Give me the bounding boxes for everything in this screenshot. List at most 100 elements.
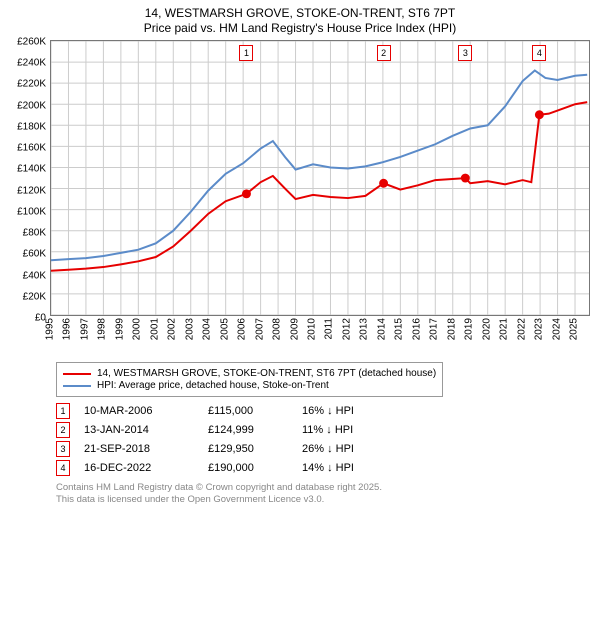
y-tick-label: £140K [17,164,46,175]
sale-marker-3 [462,175,469,182]
x-tick-label: 2025 [569,318,580,340]
x-tick-label: 1997 [79,318,90,340]
sale-date: 13-JAN-2014 [84,424,194,436]
x-tick-label: 2007 [254,318,265,340]
x-tick-label: 2010 [307,318,318,340]
y-tick-label: £240K [17,58,46,69]
x-tick-label: 2008 [272,318,283,340]
sale-idx-box: 1 [56,403,70,419]
sale-idx-box: 4 [56,460,70,476]
series-hpi [51,70,587,260]
sale-price: £190,000 [208,462,288,474]
x-tick-label: 1996 [62,318,73,340]
arrow-down-icon: ↓ [327,443,333,455]
sale-marker-box-3: 3 [458,45,472,61]
sale-price: £129,950 [208,443,288,455]
y-tick-label: £80K [23,228,46,239]
sales-row: 4 16-DEC-2022 £190,000 14% ↓ HPI [56,460,580,476]
chart: £0£20K£40K£60K£80K£100K£120K£140K£160K£1… [10,40,590,360]
x-tick-label: 1999 [114,318,125,340]
x-tick-label: 2000 [132,318,143,340]
x-tick-label: 2011 [324,318,335,340]
x-tick-label: 2016 [411,318,422,340]
sale-price: £124,999 [208,424,288,436]
attribution-footer: Contains HM Land Registry data © Crown c… [56,482,580,507]
y-tick-label: £40K [23,270,46,281]
legend-item-hpi: HPI: Average price, detached house, Stok… [63,380,436,391]
arrow-down-icon: ↓ [326,424,332,436]
sale-marker-4 [536,111,543,118]
plot-area: 1 2 3 4 [50,40,590,316]
arrow-down-icon: ↓ [327,405,333,417]
sale-markers-group [243,111,543,197]
title-line-2: Price paid vs. HM Land Registry's House … [10,21,590,36]
legend: 14, WESTMARSH GROVE, STOKE-ON-TRENT, ST6… [56,362,443,397]
legend-item-property: 14, WESTMARSH GROVE, STOKE-ON-TRENT, ST6… [63,368,436,379]
sale-marker-box-2: 2 [377,45,391,61]
sale-marker-box-1: 1 [239,45,253,61]
x-tick-label: 2024 [551,318,562,340]
x-tick-label: 2023 [534,318,545,340]
x-tick-label: 2005 [219,318,230,340]
sale-marker-box-4: 4 [532,45,546,61]
x-tick-label: 2017 [429,318,440,340]
y-tick-label: £220K [17,79,46,90]
x-tick-label: 2003 [184,318,195,340]
legend-label-property: 14, WESTMARSH GROVE, STOKE-ON-TRENT, ST6… [97,368,436,379]
sale-idx-box: 2 [56,422,70,438]
x-tick-label: 2012 [341,318,352,340]
x-tick-label: 2013 [359,318,370,340]
sale-diff: 11% ↓ HPI [302,424,382,436]
sales-row: 1 10-MAR-2006 £115,000 16% ↓ HPI [56,403,580,419]
arrow-down-icon: ↓ [327,462,333,474]
x-tick-label: 2020 [481,318,492,340]
y-tick-label: £20K [23,291,46,302]
x-tick-label: 2006 [237,318,248,340]
x-tick-label: 2014 [376,318,387,340]
sale-price: £115,000 [208,405,288,417]
series-property [51,102,587,271]
y-tick-label: £180K [17,121,46,132]
x-tick-label: 2004 [202,318,213,340]
x-tick-label: 2019 [464,318,475,340]
x-tick-label: 2002 [167,318,178,340]
sale-marker-1 [243,190,250,197]
sales-row: 2 13-JAN-2014 £124,999 11% ↓ HPI [56,422,580,438]
sale-diff: 26% ↓ HPI [302,443,382,455]
x-tick-label: 2018 [446,318,457,340]
sale-diff: 14% ↓ HPI [302,462,382,474]
x-tick-label: 2001 [149,318,160,340]
sale-date: 21-SEP-2018 [84,443,194,455]
y-tick-label: £260K [17,37,46,48]
legend-label-hpi: HPI: Average price, detached house, Stok… [97,380,329,391]
x-axis: 1995199619971998199920002001200220032004… [50,316,590,356]
plot-svg [51,41,589,315]
footer-line-1: Contains HM Land Registry data © Crown c… [56,482,580,494]
x-tick-label: 2009 [289,318,300,340]
x-tick-label: 2022 [516,318,527,340]
sale-diff: 16% ↓ HPI [302,405,382,417]
y-axis: £0£20K£40K£60K£80K£100K£120K£140K£160K£1… [10,42,50,318]
y-tick-label: £60K [23,249,46,260]
sales-row: 3 21-SEP-2018 £129,950 26% ↓ HPI [56,441,580,457]
sale-date: 16-DEC-2022 [84,462,194,474]
sale-marker-2 [380,180,387,187]
legend-swatch-hpi [63,385,91,387]
gridlines [51,41,589,315]
y-tick-label: £100K [17,206,46,217]
sales-table: 1 10-MAR-2006 £115,000 16% ↓ HPI 2 13-JAN-201… [56,403,580,476]
x-tick-label: 2015 [394,318,405,340]
sale-idx-box: 3 [56,441,70,457]
x-tick-label: 1998 [97,318,108,340]
series-group [51,70,587,270]
y-tick-label: £160K [17,143,46,154]
title-line-1: 14, WESTMARSH GROVE, STOKE-ON-TRENT, ST6… [10,6,590,21]
y-tick-label: £200K [17,100,46,111]
y-tick-label: £120K [17,185,46,196]
x-tick-label: 1995 [45,318,56,340]
x-tick-label: 2021 [499,318,510,340]
legend-swatch-property [63,373,91,375]
sale-date: 10-MAR-2006 [84,405,194,417]
chart-title: 14, WESTMARSH GROVE, STOKE-ON-TRENT, ST6… [10,6,590,36]
footer-line-2: This data is licensed under the Open Gov… [56,494,580,506]
